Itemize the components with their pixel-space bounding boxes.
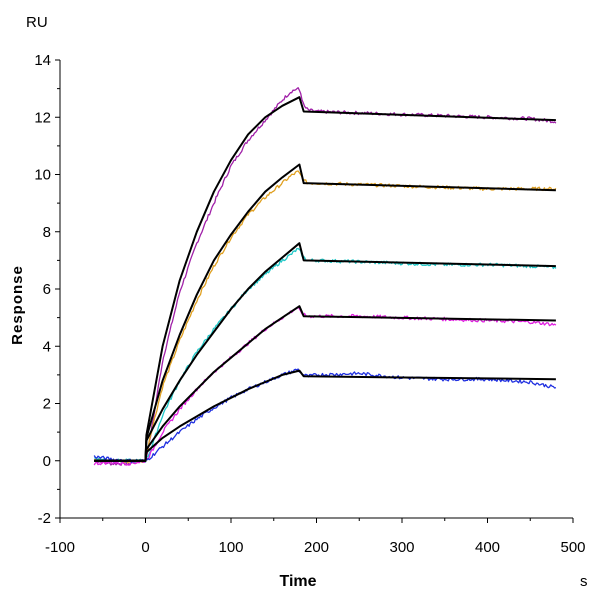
x-tick-label: 100 bbox=[218, 539, 243, 556]
fit-curve-2 bbox=[94, 163, 556, 462]
x-tick-label: 300 bbox=[389, 539, 414, 556]
y-tick-label: 0 bbox=[43, 453, 51, 470]
fit-curve-1 bbox=[94, 96, 556, 462]
y-tick-label: 4 bbox=[43, 338, 51, 355]
x-unit-label: s bbox=[580, 573, 588, 590]
fit-curve-3 bbox=[94, 242, 556, 462]
y-tick-label: 10 bbox=[34, 167, 51, 184]
y-tick-label: 6 bbox=[43, 281, 51, 298]
y-unit-label: RU bbox=[26, 14, 48, 31]
y-tick-label: 2 bbox=[43, 396, 51, 413]
x-tick-label: 400 bbox=[475, 539, 500, 556]
fit-curve-5 bbox=[94, 369, 556, 462]
y-tick-label: -2 bbox=[38, 510, 51, 527]
x-tick-label: 0 bbox=[141, 539, 149, 556]
x-tick-label: -100 bbox=[45, 539, 75, 556]
x-axis-title: Time bbox=[279, 573, 316, 590]
x-tick-label: 500 bbox=[560, 539, 585, 556]
y-tick-label: 12 bbox=[34, 109, 51, 126]
y-tick-label: 14 bbox=[34, 52, 51, 69]
x-tick-label: 200 bbox=[304, 539, 329, 556]
y-tick-label: 8 bbox=[43, 224, 51, 241]
y-axis-title: Response bbox=[9, 265, 26, 345]
fit-curve-4 bbox=[94, 305, 556, 462]
